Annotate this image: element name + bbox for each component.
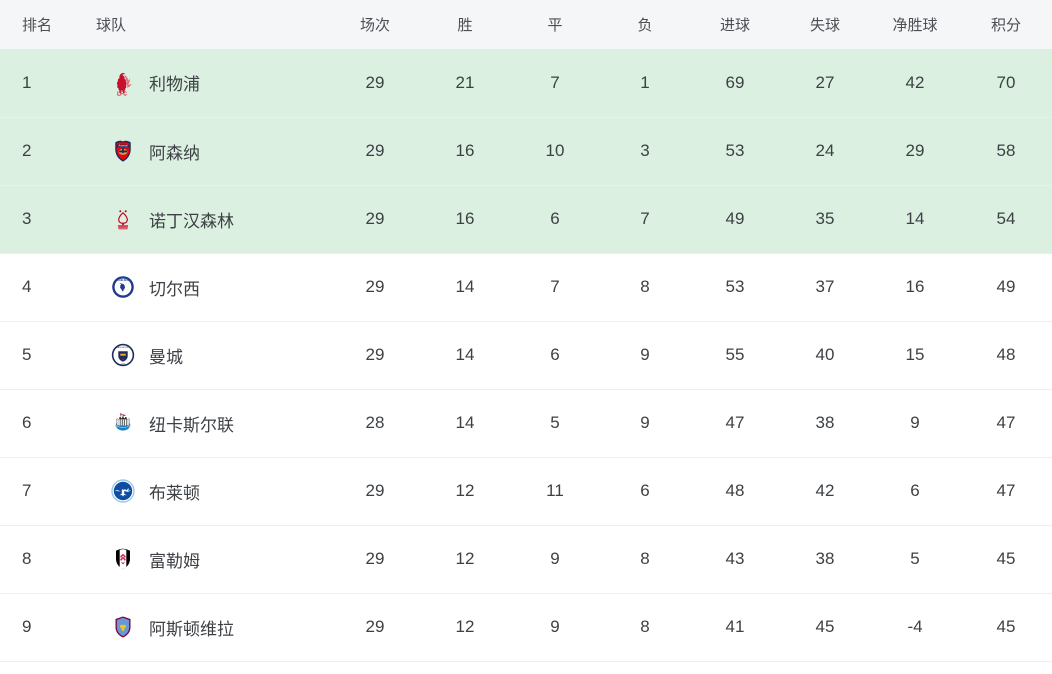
svg-text:CITY: CITY — [121, 363, 126, 365]
svg-text:Arsenal: Arsenal — [117, 144, 128, 148]
svg-text:MANCHESTER: MANCHESTER — [116, 346, 130, 349]
svg-text:CHELSEA: CHELSEA — [118, 279, 129, 282]
svg-text:LFC: LFC — [117, 91, 127, 96]
